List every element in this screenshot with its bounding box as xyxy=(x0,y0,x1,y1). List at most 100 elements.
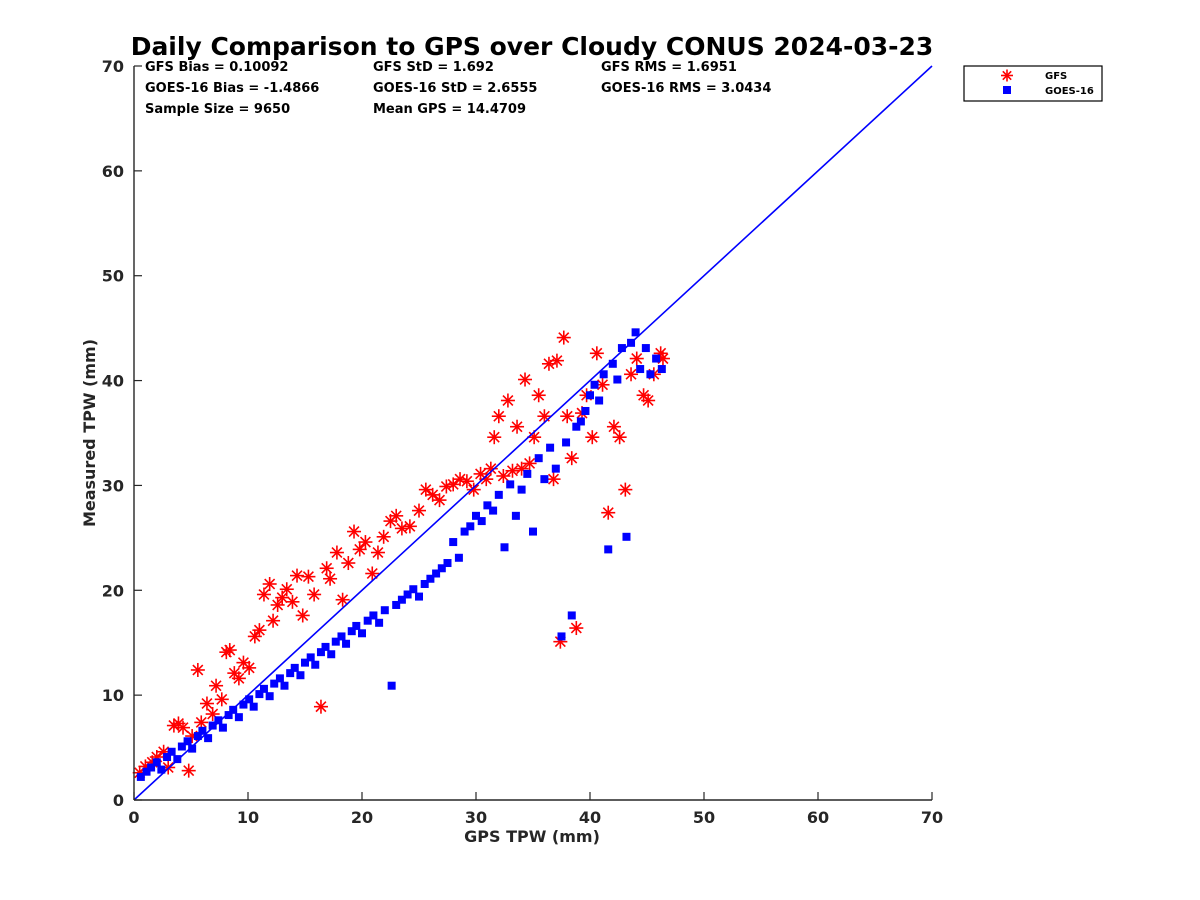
y-tick-label: 20 xyxy=(102,581,124,600)
stat-goes-std: GOES-16 StD = 2.6555 xyxy=(373,81,537,96)
goes-16-point xyxy=(286,669,295,678)
goes-16-point xyxy=(636,365,645,374)
gfs-point xyxy=(358,535,373,550)
goes-16-point xyxy=(147,763,156,772)
x-tick-label: 10 xyxy=(237,808,259,827)
goes-16-point xyxy=(208,721,217,730)
one-to-one-line xyxy=(133,65,933,801)
goes-16-point xyxy=(234,713,243,722)
gfs-point xyxy=(347,524,362,539)
goes-16-point xyxy=(311,660,320,669)
gfs-point xyxy=(222,643,237,658)
x-tick-label: 30 xyxy=(465,808,487,827)
goes-16-point xyxy=(646,370,655,379)
x-tick-label: 70 xyxy=(921,808,943,827)
gfs-point xyxy=(266,613,281,628)
gfs-point xyxy=(641,393,656,408)
gfs-point xyxy=(483,461,498,476)
goes-16-point xyxy=(259,684,268,693)
goes-16-point xyxy=(342,639,351,648)
goes-16-point xyxy=(523,469,532,478)
goes-16-point xyxy=(622,532,631,541)
gfs-point xyxy=(549,353,564,368)
goes-16-point xyxy=(477,517,486,526)
y-tick-label: 30 xyxy=(102,476,124,495)
goes-16-point xyxy=(454,553,463,562)
goes-16-point xyxy=(599,370,608,379)
goes-16-point xyxy=(136,772,145,781)
goes-16-point xyxy=(426,574,435,583)
goes-16-point xyxy=(460,527,469,536)
goes-16-point xyxy=(617,344,626,353)
gfs-point xyxy=(313,699,328,714)
goes-16-point xyxy=(214,716,223,725)
x-tick-label: 50 xyxy=(693,808,715,827)
gfs-point xyxy=(290,568,305,583)
goes-16-point xyxy=(387,681,396,690)
gfs-point xyxy=(556,330,571,345)
gfs-point xyxy=(370,545,385,560)
goes-16-point xyxy=(567,611,576,620)
goes-16-point xyxy=(534,454,543,463)
x-tick-label: 60 xyxy=(807,808,829,827)
goes-16-point xyxy=(290,663,299,672)
gfs-point xyxy=(412,503,426,518)
gfs-point xyxy=(365,566,380,581)
points-layer xyxy=(132,328,670,781)
goes-16-point xyxy=(604,545,613,554)
goes-16-point xyxy=(529,527,537,536)
gfs-point xyxy=(199,696,214,711)
goes-16-point xyxy=(275,674,284,683)
chart-title: Daily Comparison to GPS over Cloudy CONU… xyxy=(131,32,934,61)
gfs-point xyxy=(418,482,433,497)
gfs-point xyxy=(295,608,310,623)
goes-16-point xyxy=(198,726,207,735)
gfs-point xyxy=(510,419,525,434)
gfs-point xyxy=(569,621,584,636)
stat-mean-gps: Mean GPS = 14.4709 xyxy=(373,102,526,117)
goes-16-point xyxy=(581,406,590,415)
gfs-point xyxy=(624,367,639,382)
gfs-point xyxy=(487,430,502,445)
y-tick-label: 50 xyxy=(102,267,124,286)
goes-16-point xyxy=(255,690,264,699)
goes-16-point xyxy=(321,642,330,651)
gfs-point xyxy=(479,472,494,487)
goes-16-point xyxy=(586,391,594,400)
gfs-point xyxy=(459,474,474,489)
goes-16-point xyxy=(327,650,336,659)
gfs-point xyxy=(329,545,344,560)
gfs-point xyxy=(323,571,338,586)
gfs-point xyxy=(629,351,644,366)
x-tick-label: 40 xyxy=(579,808,601,827)
gfs-point xyxy=(376,529,391,544)
goes-16-point xyxy=(409,585,418,594)
goes-16-point xyxy=(449,538,458,547)
goes-16-point xyxy=(652,354,661,363)
legend-box xyxy=(963,65,1103,102)
goes-16-point xyxy=(631,328,640,337)
gfs-point xyxy=(262,576,277,591)
gfs-point xyxy=(389,508,404,523)
goes-16-point xyxy=(557,632,566,641)
gfs-point xyxy=(335,592,350,607)
goes-16-point xyxy=(369,611,378,620)
goes-16-point xyxy=(397,595,406,604)
gfs-point xyxy=(307,587,322,602)
gfs-point xyxy=(252,623,267,638)
stats-block: GFS Bias = 0.10092 GFS StD = 1.692 GFS R… xyxy=(145,60,771,117)
stat-gfs-rms: GFS RMS = 1.6951 xyxy=(601,60,737,75)
goes-16-point xyxy=(546,443,555,452)
gfs-point xyxy=(285,594,300,609)
gfs-point xyxy=(176,720,191,735)
goes-16-point xyxy=(265,692,274,701)
goes-16-point xyxy=(177,742,186,751)
y-tick-label: 70 xyxy=(102,57,124,76)
x-tick-label: 20 xyxy=(351,808,373,827)
goes-16-point xyxy=(443,559,452,568)
stat-gfs-std: GFS StD = 1.692 xyxy=(373,60,494,75)
goes-16-point xyxy=(551,464,560,473)
gfs-point xyxy=(214,692,229,707)
goes-16-point xyxy=(608,359,617,368)
